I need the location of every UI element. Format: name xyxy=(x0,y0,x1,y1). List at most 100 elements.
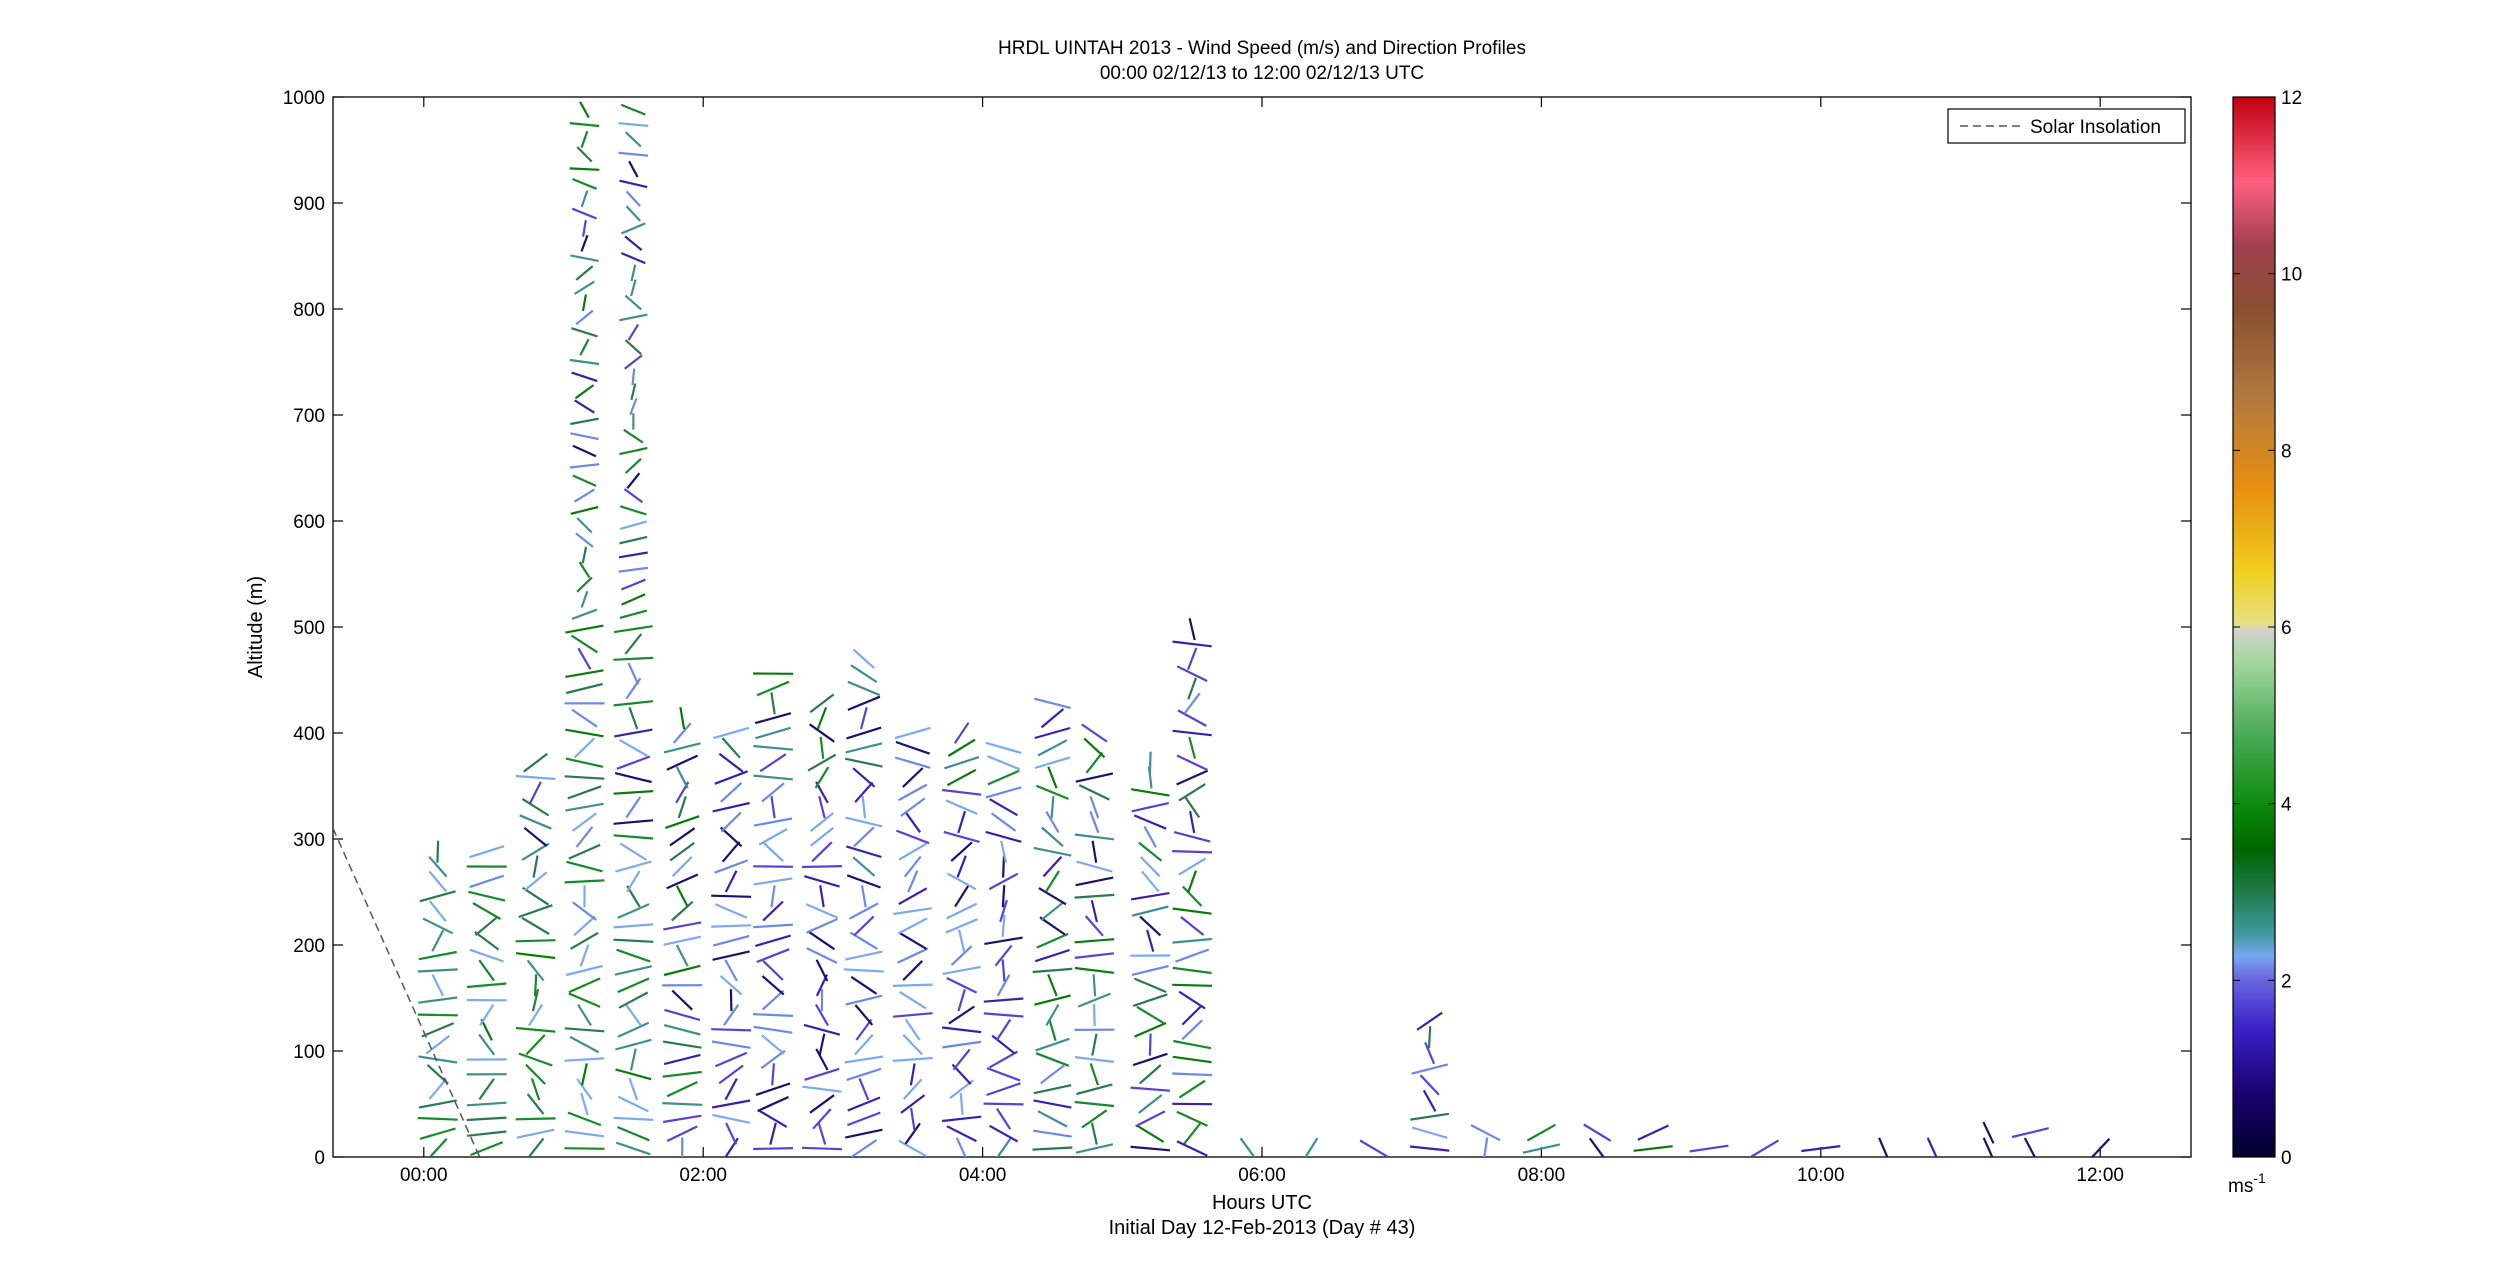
wind-vector xyxy=(625,205,642,222)
x-axis-sublabel: Initial Day 12-Feb-2013 (Day # 43) xyxy=(1109,1217,1416,1239)
wind-vector xyxy=(987,755,1021,771)
wind-vector xyxy=(1750,1139,1780,1157)
colorbar: 0 2 4 6 8 10 12 ms-1 xyxy=(2228,88,2302,1197)
wind-vector xyxy=(860,885,867,908)
wind-vector xyxy=(757,1095,789,1113)
wind-vector xyxy=(818,796,826,819)
wind-vector xyxy=(624,339,642,356)
wind-vector xyxy=(671,856,693,877)
wind-vector xyxy=(568,843,601,860)
wind-vector xyxy=(894,726,931,740)
wind-vector xyxy=(1183,692,1201,715)
wind-vector xyxy=(515,774,556,781)
wind-vector xyxy=(567,1111,602,1127)
wind-vector xyxy=(565,624,604,634)
wind-vector xyxy=(1141,870,1160,893)
wind-vector xyxy=(1076,1083,1113,1096)
wind-vector xyxy=(1132,993,1168,1007)
wind-vector xyxy=(1091,1033,1098,1056)
wind-vector xyxy=(425,1034,451,1055)
wind-vector xyxy=(1637,1124,1669,1141)
x-tick-label: 02:00 xyxy=(679,1165,727,1186)
wind-vector xyxy=(570,432,599,441)
wind-vector xyxy=(469,948,504,963)
wind-vector xyxy=(902,1034,923,1056)
wind-vector xyxy=(1410,1112,1450,1121)
wind-vector xyxy=(565,802,604,812)
wind-vector xyxy=(903,855,922,878)
wind-vector xyxy=(617,903,650,919)
wind-vector xyxy=(580,130,589,148)
wind-vector xyxy=(983,1102,1024,1106)
wind-vector xyxy=(1074,938,1115,944)
wind-vector xyxy=(853,915,875,937)
wind-vector xyxy=(1130,1145,1171,1152)
wind-vector xyxy=(1304,1137,1319,1157)
wind-vector xyxy=(1186,647,1198,670)
wind-vector xyxy=(418,996,458,1004)
wind-vector xyxy=(995,1018,1012,1041)
wind-vector xyxy=(1047,974,1058,997)
wind-vector xyxy=(988,872,1019,891)
wind-vector xyxy=(1034,948,1070,963)
wind-vector xyxy=(580,590,589,608)
wind-vector xyxy=(1089,1063,1100,1086)
wind-vector xyxy=(521,797,550,817)
wind-vector xyxy=(679,707,686,730)
wind-vector xyxy=(614,965,653,976)
wind-vector xyxy=(525,1034,546,1056)
wind-vector xyxy=(955,1137,967,1157)
wind-vector xyxy=(958,929,966,952)
wind-vector xyxy=(847,1111,881,1127)
wind-vector xyxy=(616,755,651,770)
wind-vector xyxy=(1239,1137,1256,1157)
wind-vector xyxy=(952,1048,971,1071)
wind-vector xyxy=(624,235,643,251)
wind-vector xyxy=(844,1055,884,1064)
x-axis-label: Hours UTC xyxy=(1212,1192,1312,1214)
wind-vector xyxy=(580,234,589,252)
x-tick-label: 06:00 xyxy=(1238,1165,1286,1186)
wind-vector xyxy=(803,875,840,888)
wind-vector xyxy=(809,826,834,847)
wind-vector xyxy=(807,753,837,772)
wind-vector xyxy=(1188,617,1196,641)
wind-vector xyxy=(613,819,654,825)
wind-vector xyxy=(468,890,506,902)
wind-vector xyxy=(714,903,748,919)
wind-vector xyxy=(846,726,882,740)
wind-vector xyxy=(1187,870,1198,893)
wind-vector xyxy=(576,1078,593,1101)
wind-vector xyxy=(624,294,643,311)
wind-vector xyxy=(815,959,829,982)
wind-vector xyxy=(1074,1056,1115,1063)
wind-vector xyxy=(571,327,598,338)
wind-vector xyxy=(571,177,597,190)
wind-vector xyxy=(1422,1089,1437,1112)
wind-vector xyxy=(1001,914,1006,937)
wind-vector xyxy=(762,841,784,862)
wind-vector xyxy=(626,870,641,893)
wind-vector xyxy=(1176,769,1209,786)
wind-vector xyxy=(1187,677,1198,700)
wind-vector xyxy=(1175,948,1210,963)
wind-vector xyxy=(1045,1003,1060,1026)
wind-vector xyxy=(946,1125,977,1143)
wind-vector xyxy=(861,796,867,819)
wind-vector xyxy=(1041,826,1064,848)
wind-vector xyxy=(613,790,654,795)
wind-vector xyxy=(957,988,966,1012)
wind-vector xyxy=(754,712,792,725)
wind-vector xyxy=(571,812,598,832)
wind-vector xyxy=(516,1128,555,1139)
wind-vector xyxy=(756,948,790,964)
wind-vector xyxy=(582,220,587,237)
wind-vector xyxy=(630,383,637,401)
wind-vector xyxy=(522,886,550,906)
wind-vector xyxy=(1172,983,1213,987)
y-axis: 0 100 200 300 400 500 600 700 800 900 1000 xyxy=(283,88,2191,1169)
wind-vector xyxy=(1131,964,1169,976)
colorbar-tick-label: 8 xyxy=(2281,441,2292,462)
wind-vector xyxy=(898,1139,928,1157)
legend-label: Solar Insolation xyxy=(2030,117,2161,138)
